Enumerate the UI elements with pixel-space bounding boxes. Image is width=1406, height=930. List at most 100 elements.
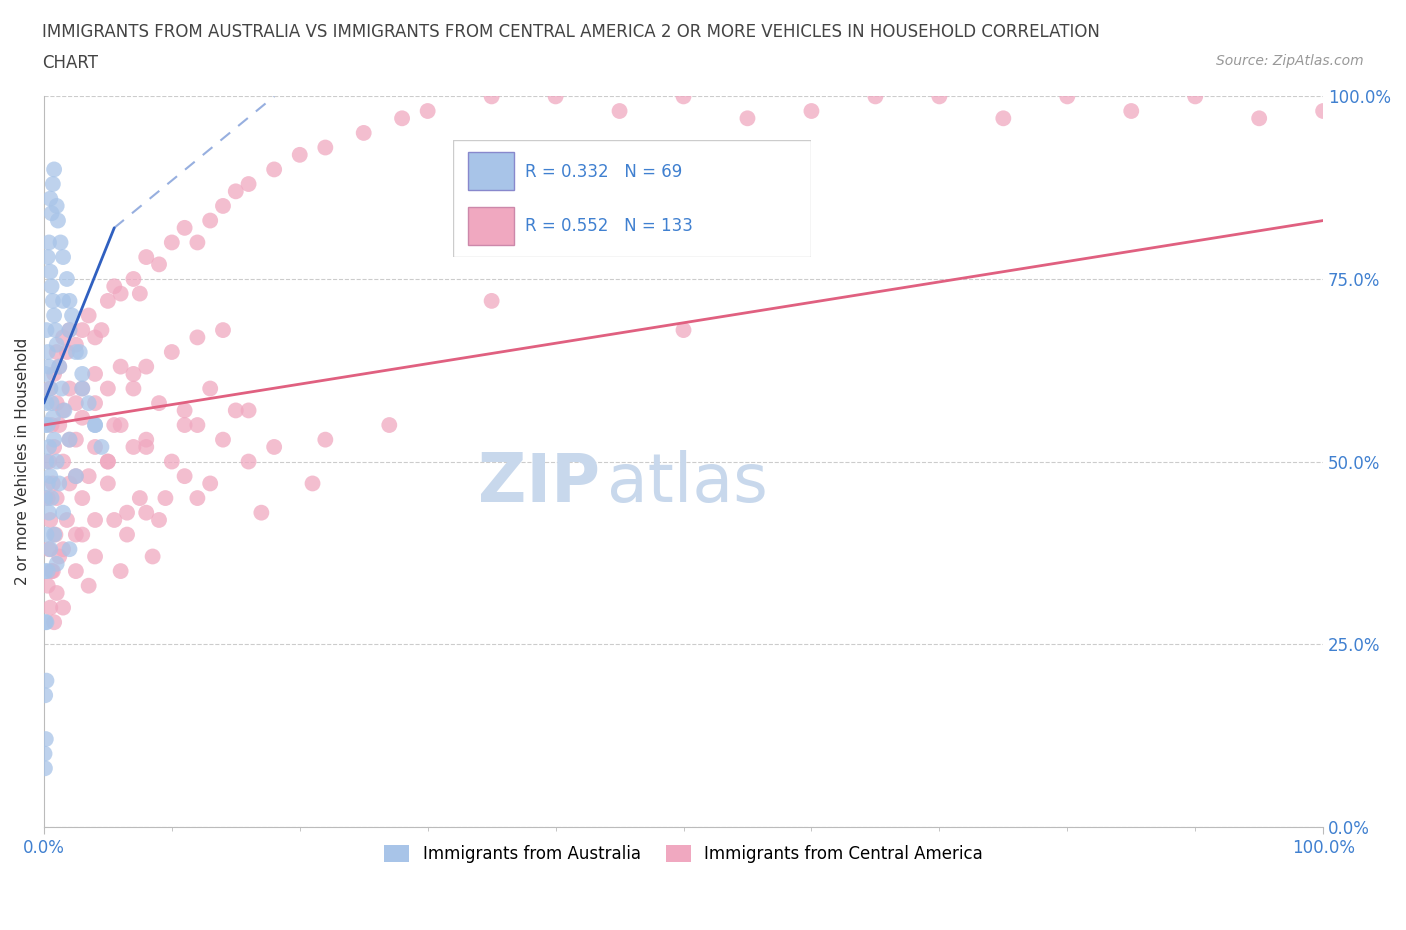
Point [672,89,695,104]
Point [38,505,60,520]
Point [110,418,132,432]
Point [84,418,107,432]
Point [56,345,79,360]
Point [737,111,759,126]
Point [148,257,170,272]
Point [103,418,125,432]
Text: CHART: CHART [42,54,98,72]
Point [115,527,138,542]
Point [77,395,100,410]
Point [41,564,63,578]
Point [160,454,183,469]
Point [481,294,503,309]
Point [58,432,80,447]
Point [250,505,273,520]
Point [173,469,195,484]
Point [198,476,221,491]
Point [128,491,150,506]
Point [56,272,79,286]
Point [135,505,157,520]
Point [84,366,107,381]
Point [72,410,94,425]
Point [84,418,107,432]
Point [72,381,94,396]
Point [90,323,112,338]
Point [58,323,80,338]
Point [58,323,80,338]
Point [65,469,87,484]
Legend: Immigrants from Australia, Immigrants from Central America: Immigrants from Australia, Immigrants fr… [378,838,990,870]
Point [186,491,208,506]
Point [38,235,60,250]
Point [65,469,87,484]
Point [928,89,950,104]
Point [198,381,221,396]
Text: IMMIGRANTS FROM AUSTRALIA VS IMMIGRANTS FROM CENTRAL AMERICA 2 OR MORE VEHICLES : IMMIGRANTS FROM AUSTRALIA VS IMMIGRANTS … [42,23,1099,41]
Point [1249,111,1271,126]
Point [186,235,208,250]
Point [49,235,72,250]
Point [110,564,132,578]
Point [1312,103,1334,118]
Point [225,184,247,199]
Point [301,476,323,491]
Point [77,469,100,484]
Point [41,395,63,410]
Point [42,162,65,177]
Point [84,512,107,527]
Point [34,418,56,432]
Point [72,527,94,542]
Point [42,410,65,425]
Point [45,586,67,601]
Point [42,308,65,323]
Point [160,345,183,360]
Point [800,103,823,118]
Point [160,235,183,250]
Point [39,381,62,396]
Point [42,527,65,542]
Point [135,249,157,264]
Point [48,359,70,374]
Point [48,549,70,564]
Point [42,615,65,630]
Point [122,381,145,396]
Point [35,454,58,469]
Point [52,542,75,557]
Text: Source: ZipAtlas.com: Source: ZipAtlas.com [1216,54,1364,68]
Point [39,469,62,484]
Point [58,381,80,396]
Point [35,673,58,688]
Point [45,454,67,469]
Point [52,294,75,309]
Point [103,512,125,527]
Point [77,578,100,593]
Point [186,418,208,432]
Point [65,338,87,352]
Point [37,418,59,432]
Point [212,323,235,338]
Point [35,395,58,410]
Point [135,440,157,455]
Point [122,366,145,381]
Point [52,249,75,264]
Point [110,286,132,301]
Point [44,527,66,542]
Point [90,440,112,455]
Point [35,527,58,542]
Point [46,213,69,228]
Point [65,395,87,410]
Text: ZIP: ZIP [478,450,600,516]
Point [97,294,120,309]
Point [52,600,75,615]
Point [37,249,59,264]
Point [97,454,120,469]
Point [42,366,65,381]
Point [60,308,83,323]
Point [42,476,65,491]
Point [58,476,80,491]
Point [72,366,94,381]
Point [45,198,67,213]
Point [52,454,75,469]
Point [609,103,631,118]
Point [77,308,100,323]
